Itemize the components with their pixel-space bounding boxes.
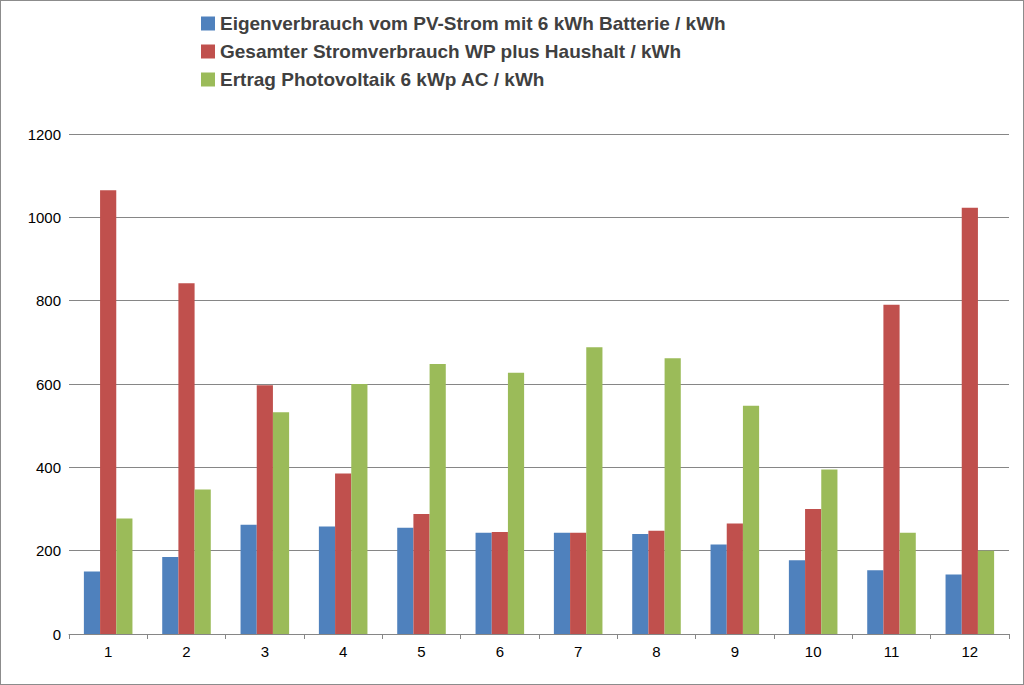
svg-text:200: 200: [36, 542, 61, 559]
svg-text:1: 1: [104, 643, 112, 660]
svg-text:800: 800: [36, 292, 61, 309]
svg-text:6: 6: [496, 643, 504, 660]
svg-text:10: 10: [805, 643, 822, 660]
svg-text:1200: 1200: [28, 126, 61, 143]
svg-text:400: 400: [36, 459, 61, 476]
svg-text:Gesamter Stromverbrauch WP plu: Gesamter Stromverbrauch WP plus Haushalt…: [220, 41, 681, 62]
svg-text:9: 9: [731, 643, 739, 660]
svg-text:7: 7: [574, 643, 582, 660]
svg-text:12: 12: [961, 643, 978, 660]
svg-text:4: 4: [339, 643, 347, 660]
svg-text:1000: 1000: [28, 209, 61, 226]
svg-text:0: 0: [53, 626, 61, 643]
svg-text:600: 600: [36, 376, 61, 393]
svg-text:5: 5: [417, 643, 425, 660]
svg-text:Eigenverbrauch vom PV-Strom mi: Eigenverbrauch vom PV-Strom mit 6 kWh Ba…: [220, 13, 726, 34]
svg-text:2: 2: [182, 643, 190, 660]
svg-text:3: 3: [261, 643, 269, 660]
svg-text:11: 11: [884, 643, 900, 660]
svg-text:8: 8: [652, 643, 660, 660]
svg-text:Ertrag Photovoltaik 6 kWp AC /: Ertrag Photovoltaik 6 kWp AC / kWh: [220, 69, 544, 90]
